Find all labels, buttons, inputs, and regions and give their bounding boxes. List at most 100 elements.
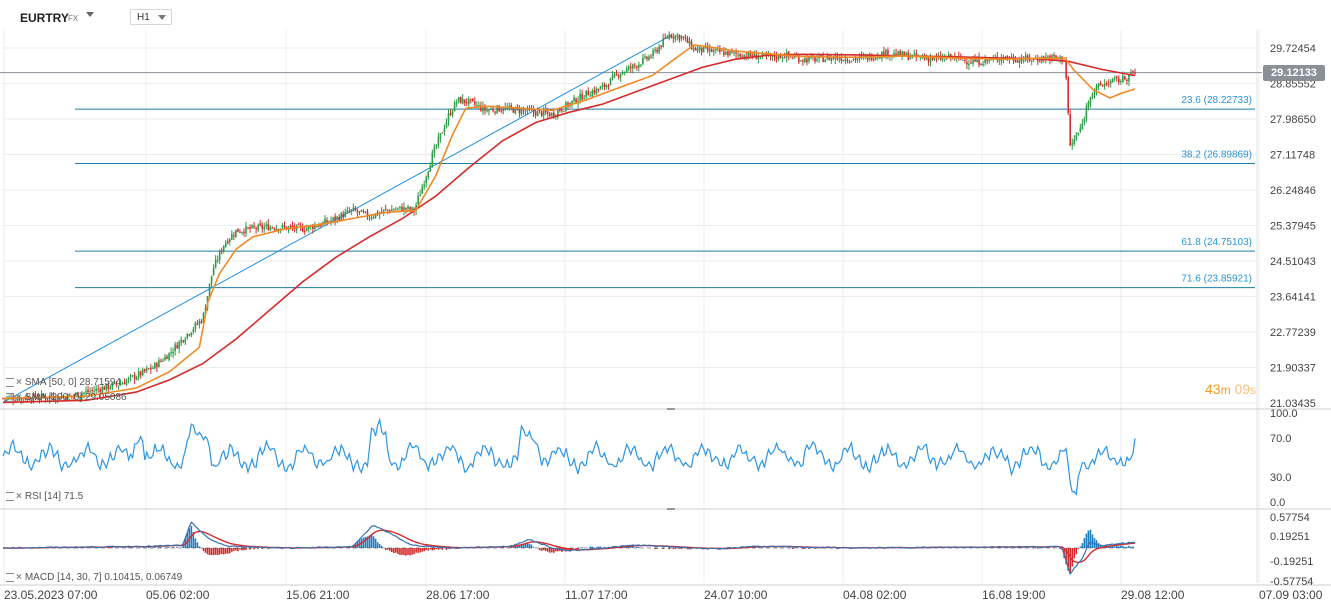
symbol-label[interactable]: EURTRY	[20, 11, 69, 25]
candle-body	[844, 58, 847, 61]
candle-body	[405, 207, 407, 210]
candle-body	[297, 223, 300, 225]
candle-body	[749, 51, 752, 56]
candle-body	[445, 121, 448, 128]
time-tick-label: 24.07 10:00	[704, 588, 768, 602]
symbol-dropdown-icon[interactable]	[86, 12, 94, 17]
candle-body	[712, 49, 715, 52]
candle-body	[741, 56, 743, 59]
menu-icon[interactable]	[6, 392, 14, 402]
candle-body	[704, 46, 707, 48]
timeframe-select[interactable]: H1	[130, 9, 172, 25]
candle-body	[644, 56, 646, 58]
candle-body	[137, 371, 140, 377]
candle-body	[743, 55, 745, 58]
candle-body	[735, 52, 737, 54]
price-tick-label: 24.51043	[1270, 256, 1316, 268]
candle-body	[14, 400, 16, 402]
macd-legend[interactable]: × MACD [14, 30, 7] 0.10415, 0.06749	[6, 572, 182, 583]
candle-body	[702, 46, 705, 53]
candle-body	[816, 59, 818, 61]
candle-body	[111, 383, 114, 389]
candle-body	[583, 97, 585, 99]
candle-body	[368, 218, 371, 220]
menu-icon[interactable]	[6, 572, 14, 582]
candle-body	[117, 385, 120, 387]
candle-body	[299, 225, 302, 227]
candle-body	[449, 113, 452, 115]
candle-body	[83, 392, 85, 394]
fib-level-label: 38.2 (26.89869)	[1181, 149, 1252, 160]
candle-body	[243, 231, 245, 234]
chart-toolbar: EURTRY FX H1	[0, 0, 1331, 34]
candle-body	[721, 50, 723, 52]
sma200-legend[interactable]: × SMA [200, 0] 29.05086	[6, 392, 127, 403]
candle-body	[172, 351, 174, 354]
price-tick-label: 21.90337	[1270, 362, 1316, 374]
candle-body	[334, 216, 336, 221]
candle-body	[324, 219, 326, 224]
candle-body	[87, 389, 89, 393]
close-icon[interactable]: ×	[16, 392, 22, 403]
candle-body	[212, 268, 215, 276]
sma50-line	[2, 44, 1136, 400]
candle-body	[504, 107, 507, 110]
candle-body	[840, 57, 843, 61]
candle-body	[281, 225, 284, 228]
close-icon[interactable]: ×	[16, 377, 22, 388]
candle-body	[1051, 55, 1053, 60]
candle-body	[358, 211, 361, 213]
candle-body	[249, 227, 251, 230]
candle-body	[467, 98, 470, 105]
menu-icon[interactable]	[6, 491, 14, 501]
candle-body	[652, 50, 654, 56]
candle-body	[688, 40, 691, 45]
candle-body	[263, 226, 266, 230]
candle-body	[314, 225, 316, 230]
candle-body	[520, 109, 523, 115]
candle-body	[514, 107, 517, 114]
candle-body	[623, 71, 626, 74]
candle-body	[589, 95, 592, 97]
candle-body	[1105, 83, 1108, 85]
candle-body	[905, 52, 907, 56]
candle-body	[1036, 59, 1039, 62]
candle-body	[97, 388, 99, 390]
candle-body	[814, 56, 816, 62]
candle-body	[386, 209, 389, 211]
candle-body	[476, 104, 478, 106]
candle-body	[214, 259, 217, 268]
candle-body	[46, 397, 49, 399]
candle-body	[366, 211, 369, 218]
candle-body	[933, 57, 936, 60]
close-icon[interactable]: ×	[16, 491, 22, 502]
candle-body	[283, 225, 286, 227]
candle-body	[156, 363, 158, 368]
candle-body	[909, 57, 912, 60]
candle-body	[864, 55, 867, 57]
menu-icon[interactable]	[6, 377, 14, 387]
candle-body	[463, 99, 466, 103]
close-icon[interactable]: ×	[16, 572, 22, 583]
candle-body	[627, 66, 630, 70]
candle-body	[259, 223, 261, 226]
candle-body	[998, 60, 1001, 62]
candle-body	[461, 98, 464, 104]
candle-body	[1053, 54, 1055, 57]
candle-body	[850, 60, 853, 62]
candle-body	[318, 225, 320, 228]
candle-body	[105, 383, 108, 390]
candle-body	[421, 187, 423, 194]
candle-body	[150, 367, 152, 370]
rsi-legend[interactable]: × RSI [14] 71.5	[6, 491, 83, 502]
candle-body	[777, 53, 780, 60]
candle-body	[427, 171, 430, 178]
candle-body	[469, 98, 472, 100]
candle-body	[301, 227, 304, 232]
candle-body	[170, 352, 172, 354]
sma50-legend[interactable]: × SMA [50, 0] 28.71594	[6, 377, 121, 388]
candle-body	[613, 74, 616, 77]
time-tick-label: 11.07 17:00	[565, 588, 628, 602]
